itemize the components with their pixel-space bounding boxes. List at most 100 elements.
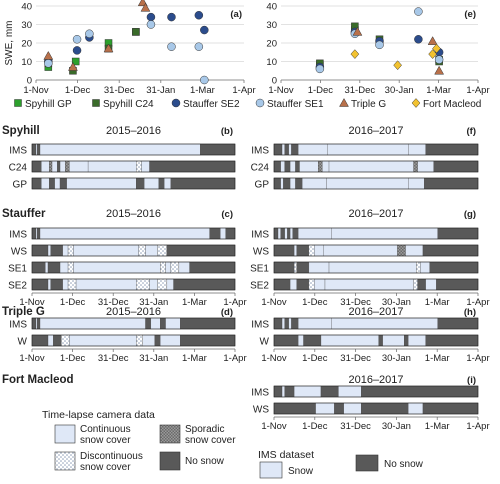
row-frame — [31, 334, 236, 347]
x-tick-label: 31-Dec — [98, 297, 129, 308]
data-point — [140, 2, 151, 12]
segment-N — [31, 278, 49, 291]
panel-label: (f) — [467, 126, 477, 137]
segment-S — [59, 160, 66, 173]
segment-S — [408, 402, 424, 415]
segment-N — [273, 278, 291, 291]
segment-S — [62, 278, 69, 291]
segment-S — [289, 278, 297, 291]
segment-S — [326, 177, 409, 190]
y-tick-label: 30 — [266, 20, 277, 31]
segment-N — [31, 244, 49, 257]
y-tick-label: 0 — [272, 76, 277, 87]
segment-N — [31, 261, 46, 274]
panel-label: (a) — [230, 9, 242, 20]
segment-S — [165, 261, 172, 274]
legend-label: Stauffer SE2 — [183, 99, 240, 110]
segment-D — [157, 278, 168, 291]
segment-N — [57, 160, 61, 173]
segment-N — [170, 177, 236, 190]
segment-N — [422, 244, 479, 257]
key-label-line2: snow cover — [80, 462, 131, 473]
x-tick-label: 1-Apr — [223, 353, 246, 364]
panel-label: (c) — [221, 209, 233, 220]
row-frame — [31, 244, 236, 257]
x-tick-label: 30-Jan — [382, 353, 411, 364]
x-tick-label: 1-Apr — [223, 297, 246, 308]
segment-S — [165, 317, 181, 330]
x-tick-label: 1-Dec — [60, 297, 86, 308]
row-label: W — [260, 337, 270, 348]
data-point — [167, 12, 176, 22]
x-tick-label: 30-Jan — [382, 297, 411, 308]
x-tick-label: 1-Apr — [466, 353, 489, 364]
segment-S — [302, 177, 327, 190]
row-label: W — [18, 337, 28, 348]
legend-marker — [171, 98, 181, 108]
segment-D — [308, 244, 315, 257]
segment-N — [291, 317, 299, 330]
segment-S — [144, 177, 160, 190]
data-point — [72, 35, 82, 44]
segment-S — [47, 244, 51, 257]
segment-N — [284, 317, 289, 330]
y-tick-label: 10 — [266, 57, 277, 68]
bar-panel-f: 2016–2017 (f) IMS C24 GP — [251, 125, 479, 191]
segment-D — [293, 261, 297, 274]
segment-S — [277, 227, 281, 240]
segment-S — [69, 160, 89, 173]
segment-N — [283, 177, 291, 190]
x-tick-label: 1-Nov — [268, 85, 294, 96]
segment-N — [273, 385, 283, 398]
segment-S — [298, 143, 328, 156]
segment-S — [331, 317, 438, 330]
segment-S — [69, 334, 137, 347]
row-frame — [31, 261, 236, 274]
segment-N — [425, 334, 479, 347]
segment-D — [67, 278, 77, 291]
segment-D — [416, 261, 421, 274]
key-label-ims: Snow — [288, 466, 314, 477]
x-tick-label: 1-Nov — [19, 297, 45, 308]
segment-D — [136, 160, 142, 173]
segment-S — [320, 334, 379, 347]
segment-S — [59, 261, 69, 274]
segment-S — [293, 385, 322, 398]
segment-S — [420, 261, 430, 274]
segment-N — [273, 160, 281, 173]
segment-N — [273, 334, 299, 347]
segment-S — [408, 334, 426, 347]
segment-N — [158, 177, 165, 190]
segment-P — [49, 160, 53, 173]
row-frame — [273, 244, 479, 257]
segment-N — [53, 334, 62, 347]
data-point — [146, 12, 156, 22]
x-tick-label: 31-Dec — [340, 353, 371, 364]
segment-S — [281, 317, 285, 330]
segment-S — [39, 317, 146, 330]
segment-N — [47, 261, 61, 274]
legend-marker — [92, 99, 100, 107]
segment-D — [170, 261, 180, 274]
segment-S — [314, 244, 324, 257]
segment-N — [149, 160, 236, 173]
segment-N — [31, 177, 42, 190]
segment-S — [166, 278, 174, 291]
row-label: SE1 — [250, 264, 269, 275]
segment-N — [437, 227, 479, 240]
season-label: 2015–2016 — [106, 208, 161, 220]
swe-panel-e: 0 10 20 30 40 1-Nov 1-Dec 31-Dec 30-Jan 1-Mar 1-Ap… — [266, 2, 489, 97]
panel-label: (b) — [221, 126, 233, 137]
snow-cover-key: Time-lapse camera data IMS dataset Continu… — [42, 409, 424, 479]
y-tick-label: 30 — [21, 20, 32, 31]
legend-item: Spyhill C24 — [92, 99, 154, 110]
segment-N — [31, 227, 37, 240]
segment-D — [413, 278, 418, 291]
segment-S — [299, 160, 319, 173]
series-fort-macleod — [350, 43, 441, 71]
segment-D — [61, 334, 70, 347]
segment-N — [404, 334, 409, 347]
data-point — [393, 60, 402, 71]
x-tick-label: 1-Mar — [425, 297, 450, 308]
season-label: 2016–2017 — [348, 208, 403, 220]
